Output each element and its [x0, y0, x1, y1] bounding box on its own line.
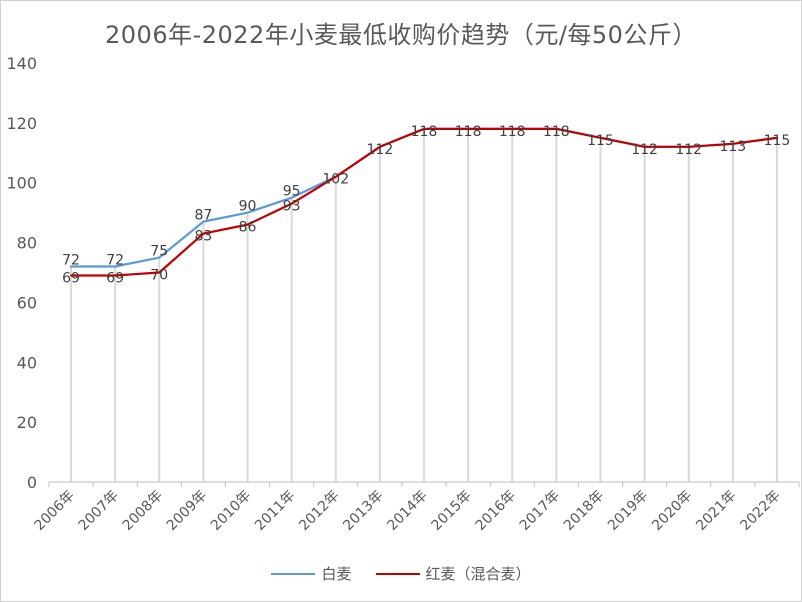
y-tick-label: 80	[17, 234, 37, 253]
drop-line	[599, 137, 602, 483]
legend-label-white-wheat: 白麦	[321, 565, 352, 583]
x-tick-label: 2011年	[252, 488, 298, 534]
data-label-red-wheat: 115	[587, 133, 614, 149]
drop-line	[158, 257, 161, 482]
x-tick-label: 2009年	[164, 488, 210, 534]
x-tick-label: 2017年	[517, 488, 563, 534]
data-label-red-wheat: 93	[283, 199, 301, 215]
drop-line	[511, 128, 514, 482]
x-tick-label: 2015年	[429, 488, 475, 534]
drop-line	[246, 212, 249, 482]
data-label-red-wheat: 70	[150, 268, 168, 284]
y-tick-label: 140	[6, 54, 37, 73]
drop-line	[423, 128, 425, 482]
x-tick-label: 2021年	[693, 488, 739, 534]
drop-line	[467, 128, 470, 482]
drop-line	[114, 266, 117, 482]
data-label-red-wheat: 86	[239, 220, 257, 236]
x-tick-label: 2019年	[605, 488, 651, 534]
data-label-red-wheat: 113	[719, 139, 746, 155]
y-tick-label: 100	[6, 174, 37, 193]
data-label-white-wheat: 87	[194, 208, 212, 224]
data-label-red-wheat: 118	[543, 124, 570, 140]
legend-item-red-wheat: 红麦（混合麦）	[375, 563, 531, 584]
legend-label-red-wheat: 红麦（混合麦）	[425, 565, 531, 583]
data-label-red-wheat: 112	[367, 142, 394, 158]
legend-item-white-wheat: 白麦	[271, 563, 352, 584]
drop-line	[378, 146, 381, 483]
chart-title: 2006年-2022年小麦最低收购价趋势（元/每50公斤）	[105, 21, 697, 49]
data-label-red-wheat: 69	[62, 270, 80, 286]
drop-line	[731, 143, 734, 483]
drop-line	[775, 137, 778, 483]
x-tick-label: 2010年	[208, 488, 254, 534]
legend-swatch-red-wheat	[375, 572, 420, 575]
drop-line	[687, 146, 690, 483]
x-tick-label: 2013年	[340, 488, 386, 534]
data-label-red-wheat: 112	[631, 142, 658, 158]
x-tick-label: 2016年	[473, 488, 519, 534]
drop-line	[555, 128, 558, 482]
data-label-white-wheat: 95	[283, 184, 301, 200]
x-tick-label: 2020年	[649, 488, 695, 534]
x-tick-label: 2022年	[737, 488, 783, 534]
data-label-red-wheat: 118	[499, 124, 526, 140]
series-line-red-wheat	[69, 127, 779, 277]
drop-line	[70, 266, 73, 482]
y-tick-label: 60	[17, 293, 37, 312]
drop-line	[643, 146, 646, 483]
drop-line	[202, 221, 205, 482]
x-tick-label: 2014年	[384, 488, 430, 534]
data-label-red-wheat: 83	[194, 229, 212, 245]
x-tick-label: 2008年	[120, 488, 166, 534]
data-label-red-wheat: 115	[764, 133, 791, 149]
data-label-red-wheat: 69	[106, 270, 124, 286]
drop-line	[290, 197, 293, 482]
x-tick-label: 2006年	[31, 488, 77, 534]
y-tick-label: 0	[27, 473, 37, 492]
x-tick-label: 2012年	[296, 488, 342, 534]
chart-legend: 白麦 红麦（混合麦）	[1, 563, 801, 584]
data-label-white-wheat: 72	[106, 253, 124, 269]
data-label-white-wheat: 75	[150, 244, 168, 260]
data-label-red-wheat: 102	[322, 172, 349, 188]
legend-swatch-white-wheat	[271, 572, 316, 575]
data-label-white-wheat: 90	[239, 199, 257, 215]
data-label-red-wheat: 118	[411, 124, 438, 140]
data-label-red-wheat: 118	[455, 124, 482, 140]
y-tick-label: 120	[6, 114, 37, 133]
y-tick-label: 40	[17, 353, 37, 372]
x-tick-label: 2018年	[561, 488, 607, 534]
data-label-white-wheat: 72	[62, 253, 80, 269]
data-label-red-wheat: 112	[675, 142, 702, 158]
drop-line	[334, 176, 337, 482]
y-tick-label: 20	[17, 413, 37, 432]
x-tick-label: 2007年	[76, 488, 122, 534]
